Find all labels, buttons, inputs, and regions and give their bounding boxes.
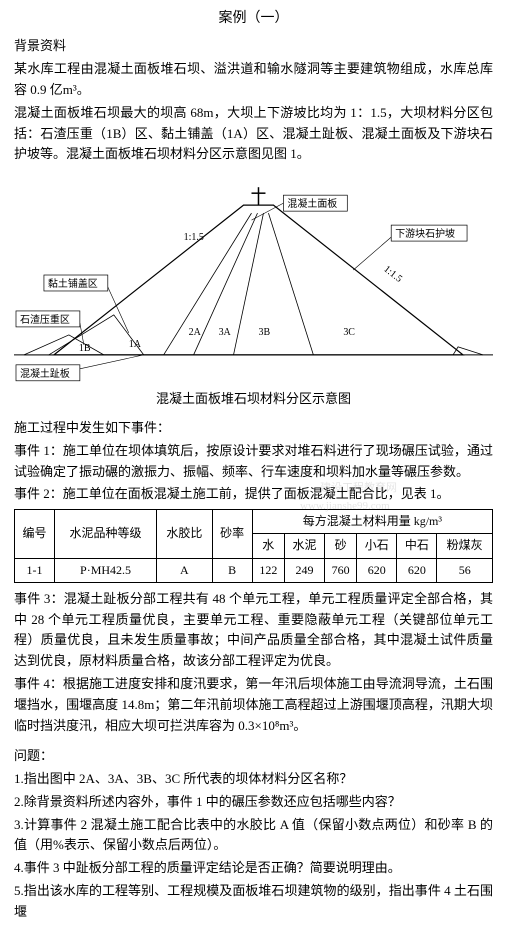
col-group: 每方混凝土材料用量 kg/m³ [252, 510, 492, 534]
col-cement2: 水泥 [284, 534, 324, 558]
table-row: 1-1 P·MH42.5 A B 122 249 760 620 620 56 [15, 558, 493, 582]
dam-diagram: 1:1.5 1:1.5 1A 1B 2A 3A 3B 3C 混凝土面板 黏土铺盖… [14, 175, 493, 385]
event-2: 事件 2：施工单位在面板混凝土施工前，提供了面板混凝土配合比，见表 1。 [14, 484, 493, 505]
label-toe-slab: 混凝土趾板 [16, 355, 144, 381]
events-intro: 施工过程中发生如下事件： [14, 418, 493, 439]
question-4: 4.事件 3 中趾板分部工程的质量评定结论是否正确？简要说明理由。 [14, 858, 493, 879]
bg-para-2: 混凝土面板堆石坝最大的坝高 68m，大坝上下游坡比均为 1：1.5，大坝材料分区… [14, 103, 493, 165]
label-face-slab: 混凝土面板 [252, 195, 348, 220]
bg-para-1: 某水库工程由混凝土面板堆石坝、溢洪道和输水隧洞等主要建筑物组成，水库总库容 0.… [14, 59, 493, 101]
event-3: 事件 3：混凝土趾板分部工程共有 48 个单元工程，单元工程质量评定全部合格，其… [14, 589, 493, 672]
col-wcr: 水胶比 [157, 510, 213, 558]
col-sandrate: 砂率 [212, 510, 252, 558]
col-water: 水 [252, 534, 284, 558]
label-downstream-rock: 下游块石护坡 [353, 225, 467, 270]
col-sand: 砂 [325, 534, 357, 558]
zone-3C: 3C [343, 327, 355, 338]
svg-text:混凝土趾板: 混凝土趾板 [20, 367, 70, 380]
svg-text:混凝土面板: 混凝土面板 [287, 197, 337, 210]
col-cement: 水泥品种等级 [55, 510, 157, 558]
event-4: 事件 4：根据施工进度安排和度汛要求，第一年汛后坝体施工由导流洞导流，土石围堰挡… [14, 674, 493, 736]
background-label: 背景资料 [14, 36, 493, 57]
col-smallstone: 小石 [357, 534, 397, 558]
slope-left-label: 1:1.5 [184, 232, 204, 243]
diagram-caption: 混凝土面板堆石坝材料分区示意图 [14, 389, 493, 410]
case-title: 案例（一） [14, 8, 493, 30]
svg-text:黏土铺盖区: 黏土铺盖区 [48, 277, 98, 290]
zone-1A: 1A [129, 339, 142, 350]
zone-3B: 3B [258, 327, 270, 338]
col-midstone: 中石 [397, 534, 437, 558]
questions-label: 问题： [14, 746, 493, 767]
question-5: 5.指出该水库的工程等别、工程规模及面板堆石坝建筑物的级别，指出事件 4 土石围… [14, 881, 493, 923]
svg-text:石渣压重区: 石渣压重区 [20, 313, 70, 326]
slope-right-label: 1:1.5 [381, 264, 404, 285]
question-3: 3.计算事件 2 混凝土施工配合比表中的水胶比 A 值（保留小数点两位）和砂率 … [14, 815, 493, 857]
svg-text:下游块石护坡: 下游块石护坡 [395, 227, 455, 240]
event-1: 事件 1：施工单位在坝体填筑后，按原设计要求对堆石料进行了现场碾压试验，通过试验… [14, 441, 493, 483]
col-id: 编号 [15, 510, 55, 558]
mix-table: 编号 水泥品种等级 水胶比 砂率 每方混凝土材料用量 kg/m³ 水 水泥 砂 … [14, 509, 493, 583]
zone-3A: 3A [219, 327, 232, 338]
question-2: 2.除背景资料所述内容外，事件 1 中的碾压参数还应包括哪些内容？ [14, 792, 493, 813]
col-flyash: 粉煤灰 [437, 534, 493, 558]
question-1: 1.指出图中 2A、3A、3B、3C 所代表的坝体材料分区名称？ [14, 769, 493, 790]
zone-2A: 2A [189, 327, 202, 338]
zone-1B: 1B [79, 343, 91, 354]
